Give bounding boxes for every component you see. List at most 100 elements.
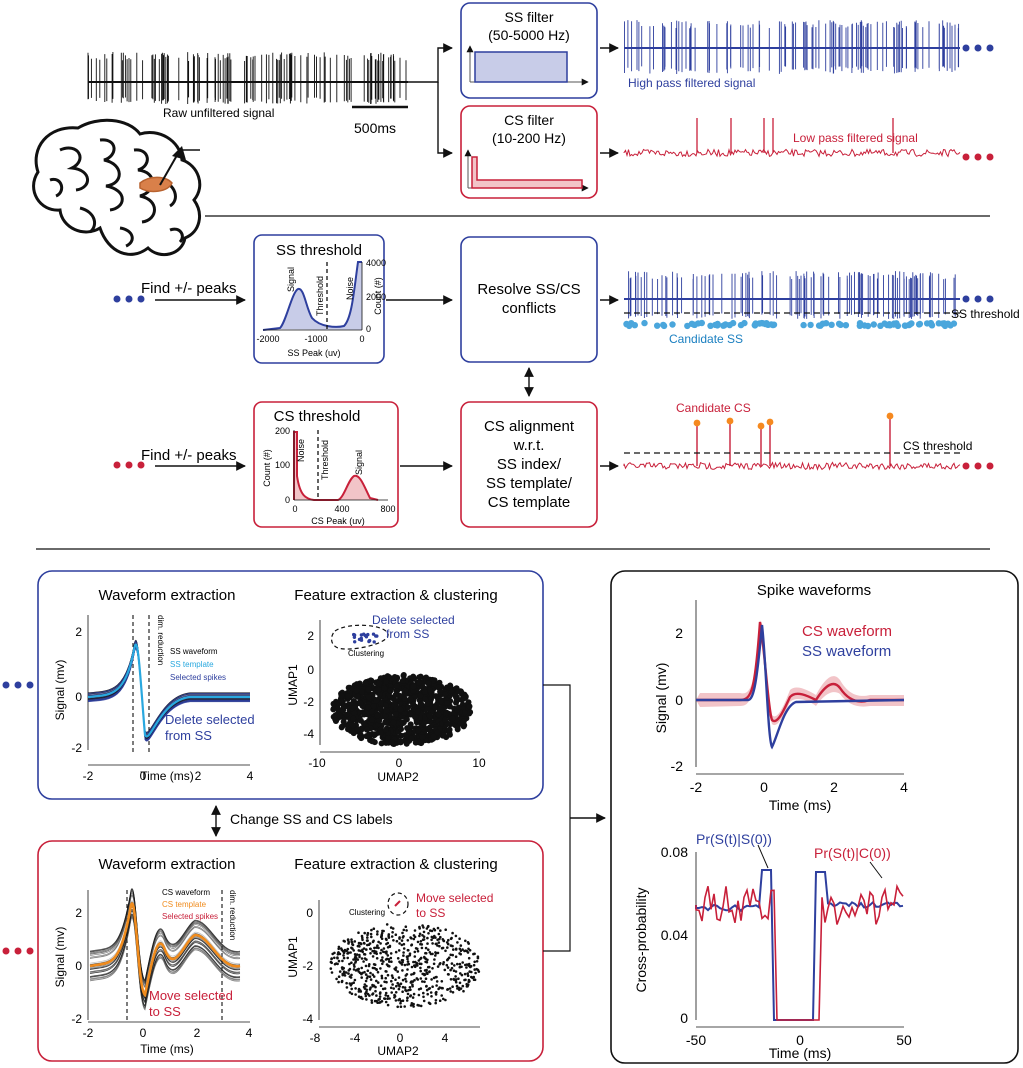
ss-waveform-plot — [87, 615, 250, 766]
section-filtering: Raw unfiltered signal 500ms SS filter (5… — [32, 2, 994, 257]
cs-umap-point — [461, 984, 465, 988]
ss-umap-point — [467, 709, 474, 716]
cs-umap-point — [436, 938, 439, 942]
cs-umap-point — [337, 980, 340, 984]
candidate-ss-marker — [842, 322, 850, 329]
ss-umap-point — [410, 683, 417, 690]
cs-umap-point — [469, 965, 472, 969]
cs-umap-point — [406, 968, 409, 971]
ss-umap-point — [360, 720, 367, 727]
cs-umap-point — [428, 970, 431, 973]
cs-umap-point — [405, 929, 408, 932]
ss-hist-threshold-label: Threshold — [315, 276, 325, 316]
cs-umap-point — [375, 946, 378, 949]
cs-umap-point — [466, 972, 470, 975]
cs-umap-point — [378, 995, 382, 998]
ss-dim-reduction: dim. reduction — [156, 615, 165, 665]
ss-waveform-legend: SS waveform — [802, 643, 891, 660]
cs-umap-point — [375, 999, 378, 1003]
ss-umap-point — [461, 709, 468, 716]
cs-umap-point — [337, 945, 341, 949]
cs-umap-point — [465, 963, 469, 966]
cs-umap-point — [397, 976, 401, 979]
cs-umap-point — [370, 999, 374, 1002]
cs-umap-point — [377, 940, 380, 944]
ss-umap-point — [345, 693, 352, 700]
cs-umap-point — [395, 984, 398, 988]
candidate-ss-marker — [751, 321, 758, 329]
ss-umap-point — [424, 700, 431, 707]
cs-umap-point — [422, 935, 426, 938]
cs-umap-point — [371, 949, 374, 953]
cs-umap-point — [446, 957, 450, 961]
ss-umap-point — [425, 680, 432, 687]
ss-umap-point — [365, 704, 372, 711]
candidate-ss-marker — [828, 321, 835, 328]
ss-umap-point — [410, 701, 417, 708]
cs-umap-point — [399, 999, 403, 1003]
ss-umap-ytick-0: -4 — [303, 727, 314, 741]
cs-umap-point — [351, 943, 355, 947]
ss-hist-ytick-2: 4000 — [366, 258, 386, 268]
cs-umap-point — [413, 950, 417, 954]
cs-umap-point — [401, 960, 404, 964]
spike-waveforms-panel: Spike waveforms CS waveform SS waveform … — [610, 570, 1019, 1064]
ss-umap-point — [382, 719, 389, 726]
ss-umap-point — [353, 687, 360, 694]
cs-umap-point — [379, 942, 382, 945]
ss-umap-selected-point — [362, 632, 366, 636]
ss-umap-point — [330, 706, 337, 713]
cs-umap-point — [379, 951, 382, 955]
cs-umap-point — [426, 992, 430, 996]
cs-umap-point — [417, 993, 421, 997]
candidate-ss-marker — [721, 322, 728, 329]
cs-umap-point — [425, 988, 429, 992]
cs-umap-point — [368, 994, 371, 997]
ss-umap-point — [349, 728, 356, 735]
ss-umap-point — [374, 712, 381, 719]
cs-umap-point — [454, 975, 457, 978]
ss-hist-ytick-1: 2000 — [366, 292, 386, 302]
cs-umap-point — [370, 935, 373, 939]
cs-ytick-0: -2 — [71, 1012, 82, 1026]
cs-umap-point — [406, 939, 410, 942]
ss-umap-selected-point — [357, 637, 362, 642]
cs-umap-point — [350, 973, 353, 977]
cs-umap-point — [472, 963, 476, 967]
cs-umap-point — [387, 936, 391, 939]
cs-umap-point — [437, 932, 441, 936]
cs-dim-reduction: dim. reduction — [228, 890, 237, 940]
cs-umap-point — [356, 958, 360, 961]
cs-umap-point — [463, 978, 466, 982]
cs-umap-point — [425, 968, 428, 972]
cs-umap-point — [358, 953, 361, 957]
cs-umap-point — [459, 987, 463, 990]
cs-umap-point — [349, 951, 352, 954]
cs-umap-point — [354, 993, 357, 996]
ss-xtick-2: 2 — [195, 769, 202, 783]
ss-umap-ytick-3: 2 — [307, 629, 314, 643]
ss-umap-point — [454, 706, 461, 713]
cs-umap-point — [447, 938, 450, 942]
cs-umap-point — [375, 952, 379, 956]
cs-umap-point — [452, 948, 455, 951]
cs-umap-point — [452, 977, 456, 981]
cs-umap-point — [431, 942, 434, 945]
cs-umap-point — [455, 984, 459, 988]
cs-umap-point — [416, 978, 420, 981]
cs-umap-point — [394, 999, 398, 1002]
cs-umap-point — [420, 946, 424, 950]
ss-legend-template: SS template — [170, 660, 214, 669]
cs-umap-point — [475, 967, 479, 971]
right-waveform-plot — [695, 600, 905, 775]
ss-umap-point — [369, 716, 376, 723]
cs-filter-title: CS filter — [504, 112, 554, 128]
cs-umap-point — [363, 970, 366, 974]
ss-umap-point — [424, 705, 431, 712]
ss-umap-point — [418, 701, 425, 708]
ss-umap-point — [392, 711, 399, 718]
cs-umap-point — [354, 956, 358, 959]
ss-umap-point — [427, 687, 434, 694]
cs-umap-point — [410, 965, 414, 969]
resolve-line-1: Resolve SS/CS — [477, 281, 580, 298]
